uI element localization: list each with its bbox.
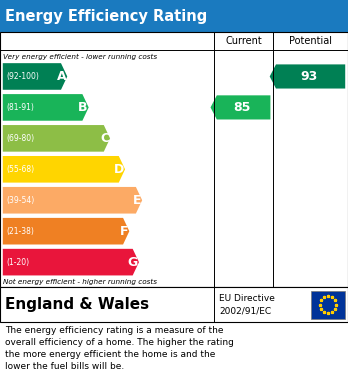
Text: Current: Current xyxy=(225,36,262,46)
Text: EU Directive
2002/91/EC: EU Directive 2002/91/EC xyxy=(219,294,275,315)
Text: E: E xyxy=(133,194,141,207)
Polygon shape xyxy=(211,95,270,120)
Text: Potential: Potential xyxy=(289,36,332,46)
Text: 93: 93 xyxy=(301,70,318,83)
Polygon shape xyxy=(270,65,345,88)
Bar xyxy=(0,287,348,322)
Polygon shape xyxy=(3,187,142,213)
Text: G: G xyxy=(128,256,138,269)
Text: F: F xyxy=(120,225,128,238)
Bar xyxy=(0,32,348,287)
Text: C: C xyxy=(100,132,109,145)
Text: A: A xyxy=(57,70,66,83)
Text: England & Wales: England & Wales xyxy=(5,297,149,312)
Bar xyxy=(0,0,348,32)
Polygon shape xyxy=(3,125,110,152)
Polygon shape xyxy=(3,156,125,183)
Text: (21-38): (21-38) xyxy=(6,227,34,236)
Polygon shape xyxy=(3,94,89,121)
Text: D: D xyxy=(114,163,124,176)
Text: (39-54): (39-54) xyxy=(6,196,34,205)
Text: (69-80): (69-80) xyxy=(6,134,34,143)
Bar xyxy=(311,291,345,319)
Text: 85: 85 xyxy=(234,101,251,114)
Text: B: B xyxy=(78,101,88,114)
Text: The energy efficiency rating is a measure of the
overall efficiency of a home. T: The energy efficiency rating is a measur… xyxy=(5,326,234,371)
Polygon shape xyxy=(3,249,139,275)
Text: (55-68): (55-68) xyxy=(6,165,34,174)
Polygon shape xyxy=(3,63,67,90)
Polygon shape xyxy=(3,218,129,244)
Text: (81-91): (81-91) xyxy=(6,103,34,112)
Text: Very energy efficient - lower running costs: Very energy efficient - lower running co… xyxy=(3,54,158,60)
Text: (1-20): (1-20) xyxy=(6,258,29,267)
Text: Energy Efficiency Rating: Energy Efficiency Rating xyxy=(5,9,207,23)
Text: Not energy efficient - higher running costs: Not energy efficient - higher running co… xyxy=(3,279,158,285)
Text: (92-100): (92-100) xyxy=(6,72,39,81)
